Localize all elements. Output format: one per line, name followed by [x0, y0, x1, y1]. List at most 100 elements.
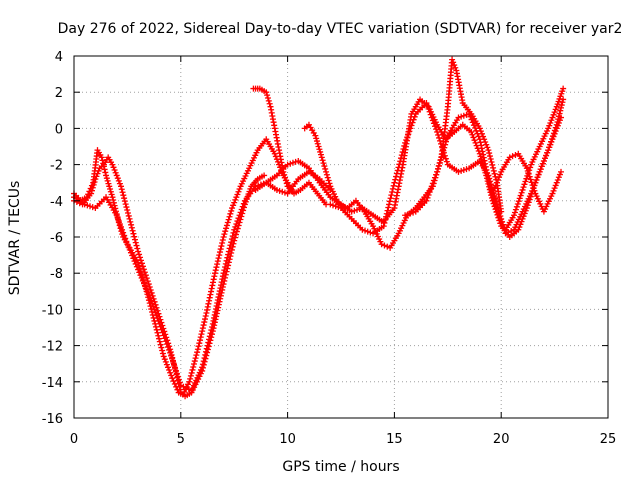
data-point	[144, 289, 151, 296]
data-point	[134, 245, 141, 252]
data-point	[460, 167, 467, 174]
data-point	[112, 169, 119, 176]
data-point	[156, 338, 163, 345]
data-point	[485, 147, 492, 154]
data-point	[138, 260, 145, 267]
data-point	[169, 355, 176, 362]
data-point	[157, 341, 164, 348]
data-point	[131, 258, 138, 265]
data-point	[130, 230, 137, 237]
data-point	[206, 294, 213, 301]
data-point	[511, 209, 518, 216]
data-point	[437, 137, 444, 144]
data-point	[106, 183, 113, 190]
data-point	[209, 282, 216, 289]
data-point	[478, 145, 485, 152]
data-point	[170, 358, 177, 365]
data-point	[525, 170, 532, 177]
data-point	[174, 373, 181, 380]
data-point	[85, 191, 92, 198]
data-point	[120, 229, 127, 236]
data-point	[204, 303, 211, 310]
data-point	[431, 174, 438, 181]
data-point	[551, 185, 558, 192]
data-point	[220, 270, 227, 277]
data-point	[128, 224, 135, 231]
data-point	[204, 342, 211, 349]
data-point	[163, 361, 170, 368]
data-point	[156, 320, 163, 327]
data-point	[354, 206, 361, 213]
data-point	[237, 209, 244, 216]
data-point	[522, 207, 529, 214]
data-point	[228, 236, 235, 243]
data-point	[436, 134, 443, 141]
data-point	[463, 166, 470, 173]
data-point	[468, 129, 475, 136]
data-point	[215, 255, 222, 262]
data-point	[483, 141, 490, 148]
data-point	[168, 372, 175, 379]
data-point	[450, 59, 457, 66]
data-point	[530, 184, 537, 191]
y-tick-label: -16	[42, 412, 63, 427]
data-point	[203, 345, 210, 352]
data-point	[323, 168, 330, 175]
data-point	[206, 336, 213, 343]
data-point	[116, 180, 123, 187]
data-point	[476, 136, 483, 143]
data-point	[191, 361, 198, 368]
data-point	[88, 182, 95, 189]
data-point	[486, 150, 493, 157]
data-point	[517, 192, 524, 199]
data-point	[316, 146, 323, 153]
data-point	[523, 165, 530, 172]
data-point	[475, 133, 482, 140]
data-point	[313, 135, 320, 142]
data-point	[171, 361, 178, 368]
data-point	[558, 102, 565, 109]
data-point	[145, 291, 152, 298]
data-point	[164, 364, 171, 371]
data-point	[323, 171, 330, 178]
data-point	[110, 164, 117, 171]
data-point	[124, 207, 131, 214]
series-track-10	[489, 150, 565, 215]
data-point	[324, 174, 331, 181]
data-point	[524, 168, 531, 175]
data-point	[117, 183, 124, 190]
data-point	[222, 260, 229, 267]
data-point	[161, 335, 168, 342]
data-point	[222, 228, 229, 235]
data-point	[234, 191, 241, 198]
y-tick-label: -4	[50, 195, 63, 210]
data-point	[535, 171, 542, 178]
data-point	[123, 238, 130, 245]
data-point	[103, 172, 110, 179]
data-point	[118, 186, 125, 193]
data-point	[550, 133, 557, 140]
data-point	[485, 176, 492, 183]
data-point	[554, 176, 561, 183]
data-point	[227, 210, 234, 217]
data-point	[556, 171, 563, 178]
data-point	[87, 185, 94, 192]
data-point	[384, 207, 391, 214]
data-point	[225, 216, 232, 223]
data-point	[478, 142, 485, 149]
data-point	[228, 239, 235, 246]
data-point	[99, 157, 106, 164]
data-point	[115, 218, 122, 225]
data-point	[386, 201, 393, 208]
data-point	[552, 182, 559, 189]
data-point	[553, 125, 560, 132]
data-point	[263, 89, 270, 96]
data-point	[427, 186, 434, 193]
data-point	[173, 370, 180, 377]
data-point	[451, 62, 458, 69]
data-point	[229, 232, 236, 239]
data-point	[127, 249, 134, 256]
data-point	[389, 189, 396, 196]
data-point	[117, 223, 124, 230]
data-point	[381, 242, 388, 249]
